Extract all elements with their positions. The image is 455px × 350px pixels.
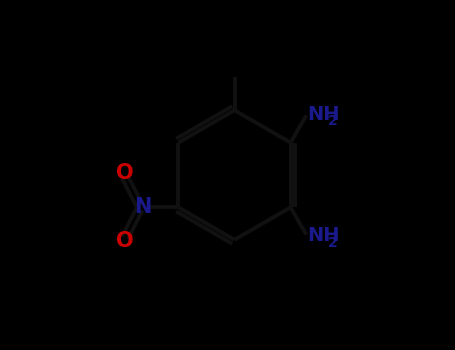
- Text: N: N: [134, 197, 151, 217]
- Text: 2: 2: [328, 236, 338, 250]
- Text: O: O: [116, 163, 133, 183]
- Text: 2: 2: [328, 114, 338, 128]
- Text: NH: NH: [308, 105, 340, 124]
- Text: NH: NH: [308, 226, 340, 245]
- Text: O: O: [116, 231, 133, 251]
